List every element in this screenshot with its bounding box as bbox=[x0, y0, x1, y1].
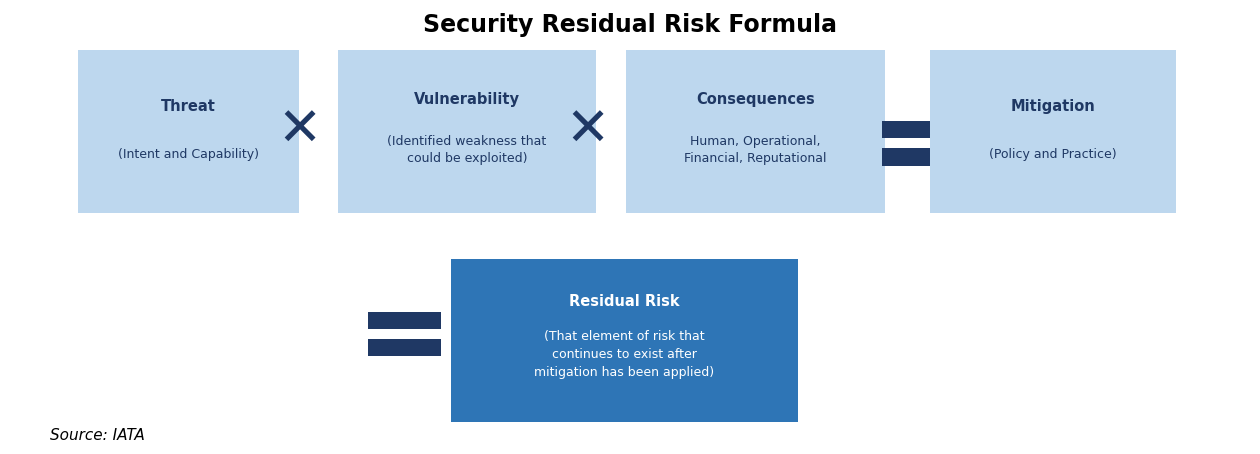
Text: (Identified weakness that
could be exploited): (Identified weakness that could be explo… bbox=[387, 135, 547, 165]
FancyBboxPatch shape bbox=[882, 121, 930, 138]
FancyBboxPatch shape bbox=[78, 50, 299, 213]
Text: ✕: ✕ bbox=[564, 104, 610, 155]
Text: (Policy and Practice): (Policy and Practice) bbox=[989, 148, 1116, 161]
Text: Vulnerability: Vulnerability bbox=[413, 92, 520, 108]
Text: (Intent and Capability): (Intent and Capability) bbox=[118, 148, 258, 161]
Text: Consequences: Consequences bbox=[696, 92, 815, 108]
Text: Residual Risk: Residual Risk bbox=[570, 294, 679, 310]
Text: ✕: ✕ bbox=[277, 104, 323, 155]
FancyBboxPatch shape bbox=[451, 259, 798, 422]
Text: (That element of risk that
continues to exist after
mitigation has been applied): (That element of risk that continues to … bbox=[534, 330, 714, 379]
FancyBboxPatch shape bbox=[882, 148, 930, 166]
FancyBboxPatch shape bbox=[368, 339, 441, 356]
Text: Human, Operational,
Financial, Reputational: Human, Operational, Financial, Reputatio… bbox=[684, 135, 827, 165]
Text: Mitigation: Mitigation bbox=[1011, 99, 1095, 114]
FancyBboxPatch shape bbox=[368, 312, 441, 329]
FancyBboxPatch shape bbox=[338, 50, 596, 213]
FancyBboxPatch shape bbox=[626, 50, 885, 213]
Text: Security Residual Risk Formula: Security Residual Risk Formula bbox=[423, 13, 837, 37]
FancyBboxPatch shape bbox=[930, 50, 1176, 213]
Text: Source: IATA: Source: IATA bbox=[50, 428, 145, 443]
Text: Threat: Threat bbox=[161, 99, 215, 114]
